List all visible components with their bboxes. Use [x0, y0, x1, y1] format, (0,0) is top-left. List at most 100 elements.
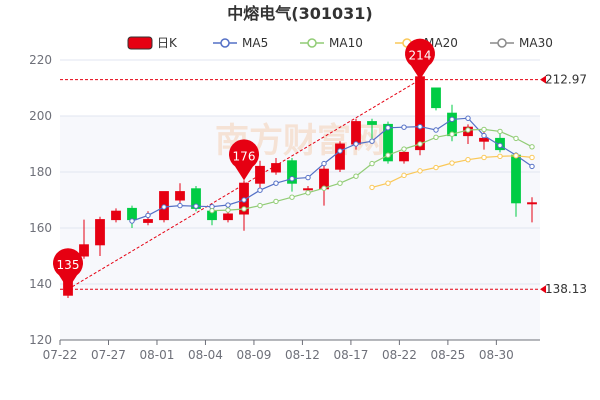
ma10-point [273, 198, 279, 205]
x-tick-label: 08-04 [188, 348, 223, 362]
x-tick-label: 08-30 [479, 348, 514, 362]
candle-body [287, 160, 297, 184]
ma10-point [481, 126, 487, 133]
candle [175, 183, 185, 206]
candle-body [223, 213, 233, 221]
candle-body [143, 219, 153, 223]
x-tick-label: 07-27 [91, 348, 126, 362]
ma20-point [497, 153, 503, 160]
marker-pin [53, 248, 84, 290]
y-tick-label: 180 [29, 165, 52, 179]
ma5-point [417, 123, 423, 130]
x-tick-label: 08-17 [333, 348, 368, 362]
candle-body [271, 163, 281, 173]
ma5-point [433, 127, 439, 133]
ma5-point [305, 174, 311, 181]
ma5-point [369, 138, 375, 144]
ma20-point [449, 160, 455, 166]
ma10-point [465, 127, 471, 133]
ma5-point [529, 163, 535, 170]
ma10-point [417, 141, 423, 147]
candle-body [399, 151, 409, 162]
price-marker: 214 [405, 38, 436, 80]
ma10-point [497, 128, 503, 135]
legend-item: MA10 [300, 36, 363, 50]
price-marker: 176 [229, 139, 259, 181]
y-tick-label: 220 [29, 53, 52, 67]
candle [335, 141, 345, 172]
ma10-point [385, 152, 391, 158]
ma5-point [161, 204, 167, 210]
ma20-point [369, 184, 375, 191]
ma10-point [337, 180, 343, 186]
x-tick-label: 08-22 [382, 348, 417, 362]
y-tick-label: 140 [29, 277, 52, 291]
ma20-point [529, 154, 535, 161]
ma20-point [481, 154, 487, 161]
ma5-point [337, 148, 343, 154]
candle-body [111, 210, 121, 221]
candle-body [175, 191, 185, 201]
ma5-point [129, 218, 135, 224]
candle-body [383, 123, 393, 162]
marker-label: 214 [409, 49, 432, 63]
ma5-point [353, 141, 359, 147]
ma10-point [433, 134, 439, 140]
ma5-point [225, 202, 231, 208]
ma10-point [225, 207, 231, 213]
candle-body [431, 87, 441, 109]
x-tick-label: 08-01 [140, 348, 175, 362]
candle [271, 158, 281, 175]
candle-body [367, 121, 377, 125]
ma5-point [449, 116, 455, 123]
legend-label: MA30 [519, 36, 553, 50]
legend-swatch-point [220, 38, 230, 48]
price-marker: 135 [53, 248, 84, 290]
ma5-point [273, 180, 279, 186]
legend-swatch-point [497, 38, 507, 48]
legend-swatch [127, 36, 153, 50]
trend-line [67, 79, 421, 290]
reference-arrow [540, 75, 546, 84]
ma10-point [401, 146, 407, 152]
y-tick-label: 160 [29, 221, 52, 235]
legend-label: MA10 [329, 36, 363, 50]
candle [255, 160, 265, 189]
ma10-point [257, 202, 263, 209]
candle [223, 211, 233, 223]
marker-label: 176 [233, 149, 256, 163]
x-tick-label: 08-12 [285, 348, 320, 362]
candle-body [79, 244, 89, 257]
legend-label: MA5 [242, 36, 268, 50]
ma20-point [433, 164, 439, 171]
legend-label: 日K [157, 36, 178, 50]
candle-body [527, 202, 537, 205]
ma10-point [529, 144, 535, 150]
x-tick-label: 07-22 [43, 348, 78, 362]
candle-body [415, 76, 425, 151]
marker-pin [405, 38, 436, 80]
legend-swatch-point [307, 38, 317, 48]
ma20-point [417, 168, 423, 174]
candle-body [511, 154, 521, 204]
reference-label: 138.13 [545, 282, 587, 296]
ma20-point [513, 153, 519, 159]
legend-item: MA30 [490, 36, 553, 50]
ma5-point [321, 160, 327, 167]
candle-body [351, 121, 361, 145]
y-tick-label: 120 [29, 333, 52, 347]
candle [527, 197, 537, 223]
ma5-point [401, 124, 407, 130]
candle-body [303, 188, 313, 191]
marker-label: 135 [57, 258, 80, 272]
candle [431, 87, 441, 111]
candle-body [255, 165, 265, 184]
ma10-point [289, 194, 295, 200]
x-tick-label: 08-09 [237, 348, 272, 362]
x-tick-label: 08-25 [430, 348, 465, 362]
ma20-point [385, 180, 391, 186]
chart-title: 中熔电气(301031) [227, 4, 372, 23]
legend: 日K MA5 MA10 MA20 MA30 [127, 36, 553, 50]
